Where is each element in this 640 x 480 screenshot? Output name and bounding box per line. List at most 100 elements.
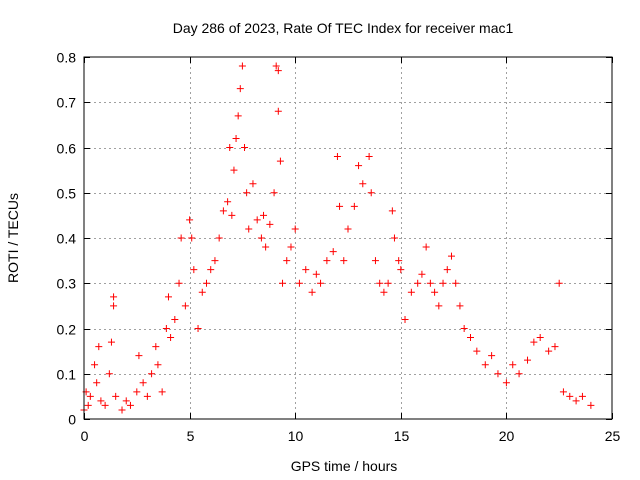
data-point (181, 302, 189, 310)
data-point (431, 288, 439, 296)
data-point (118, 406, 126, 414)
data-point (276, 157, 284, 165)
data-point (188, 234, 196, 242)
data-point (211, 257, 219, 265)
data-point (545, 347, 553, 355)
x-tick-label: 20 (499, 428, 515, 444)
data-point (93, 379, 101, 387)
data-point (367, 189, 375, 197)
data-point (435, 302, 443, 310)
data-point (488, 352, 496, 360)
data-point (274, 107, 282, 115)
data-point (295, 279, 303, 287)
data-point (272, 62, 280, 70)
data-point (407, 288, 415, 296)
x-axis-label: GPS time / hours (291, 458, 398, 474)
data-point (481, 361, 489, 369)
grid-layer (84, 57, 612, 419)
data-point (95, 343, 103, 351)
data-point (171, 315, 179, 323)
data-point (107, 338, 115, 346)
data-point (97, 397, 105, 405)
data-point (262, 243, 270, 251)
data-point (340, 257, 348, 265)
data-point (177, 234, 185, 242)
y-tick-label: 0.1 (57, 367, 77, 383)
data-point (158, 388, 166, 396)
data-point (139, 379, 147, 387)
data-point (105, 370, 113, 378)
data-point (302, 266, 310, 274)
data-point (230, 166, 238, 174)
data-point (308, 288, 316, 296)
data-point (502, 379, 510, 387)
data-point (215, 234, 223, 242)
data-point (422, 243, 430, 251)
y-tick-label: 0.2 (57, 322, 77, 338)
data-point (456, 302, 464, 310)
y-tick-label: 0.8 (57, 50, 77, 66)
data-point (376, 279, 384, 287)
x-tick-label: 5 (187, 428, 195, 444)
data-point (587, 401, 595, 409)
data-point (162, 325, 170, 332)
chart-title: Day 286 of 2023, Rate Of TEC Index for r… (173, 20, 514, 36)
data-point (86, 392, 94, 400)
data-point (232, 134, 240, 142)
data-point (238, 62, 246, 70)
y-tick-label: 0.4 (57, 231, 77, 247)
data-point (333, 153, 341, 161)
data-point (530, 338, 538, 346)
x-tick-label: 15 (394, 428, 410, 444)
data-point (143, 392, 151, 400)
data-point (509, 361, 517, 369)
data-point (443, 266, 451, 274)
data-point (110, 293, 118, 301)
data-point (274, 67, 282, 75)
data-point (112, 392, 120, 400)
data-point (122, 397, 130, 405)
y-tick-label: 0.3 (57, 276, 77, 292)
data-point (578, 392, 586, 400)
data-point (148, 370, 156, 378)
data-point (226, 144, 234, 151)
data-point (257, 234, 265, 242)
data-point (243, 189, 251, 197)
x-tick-label: 0 (81, 428, 89, 444)
data-point (283, 257, 291, 265)
data-point (194, 325, 202, 332)
y-tick-label: 0.6 (57, 141, 77, 157)
data-point (241, 144, 249, 151)
data-point (164, 293, 172, 301)
x-tick-label: 25 (605, 428, 621, 444)
data-point (460, 325, 468, 332)
data-point (317, 279, 325, 287)
data-point (245, 225, 253, 233)
data-point (494, 370, 502, 378)
data-point (219, 207, 227, 215)
data-point (466, 334, 474, 342)
data-point (555, 279, 563, 287)
data-point (452, 279, 460, 287)
data-point (359, 180, 367, 188)
data-point (91, 361, 99, 369)
plot-frame (83, 56, 613, 420)
data-point (439, 279, 447, 287)
data-point (418, 270, 426, 278)
data-point (536, 334, 544, 342)
data-point (559, 388, 567, 396)
data-point (312, 270, 320, 278)
data-point (524, 356, 532, 364)
data-point (152, 343, 160, 351)
data-point (291, 225, 299, 233)
data-point (234, 112, 242, 120)
y-tick-label: 0.7 (57, 95, 77, 111)
data-point (287, 243, 295, 251)
data-point (110, 302, 118, 310)
x-tick-label: 10 (288, 428, 304, 444)
data-point (154, 361, 162, 369)
data-point (390, 234, 398, 242)
data-point (414, 279, 422, 287)
data-point (572, 397, 580, 405)
data-point (190, 266, 198, 274)
